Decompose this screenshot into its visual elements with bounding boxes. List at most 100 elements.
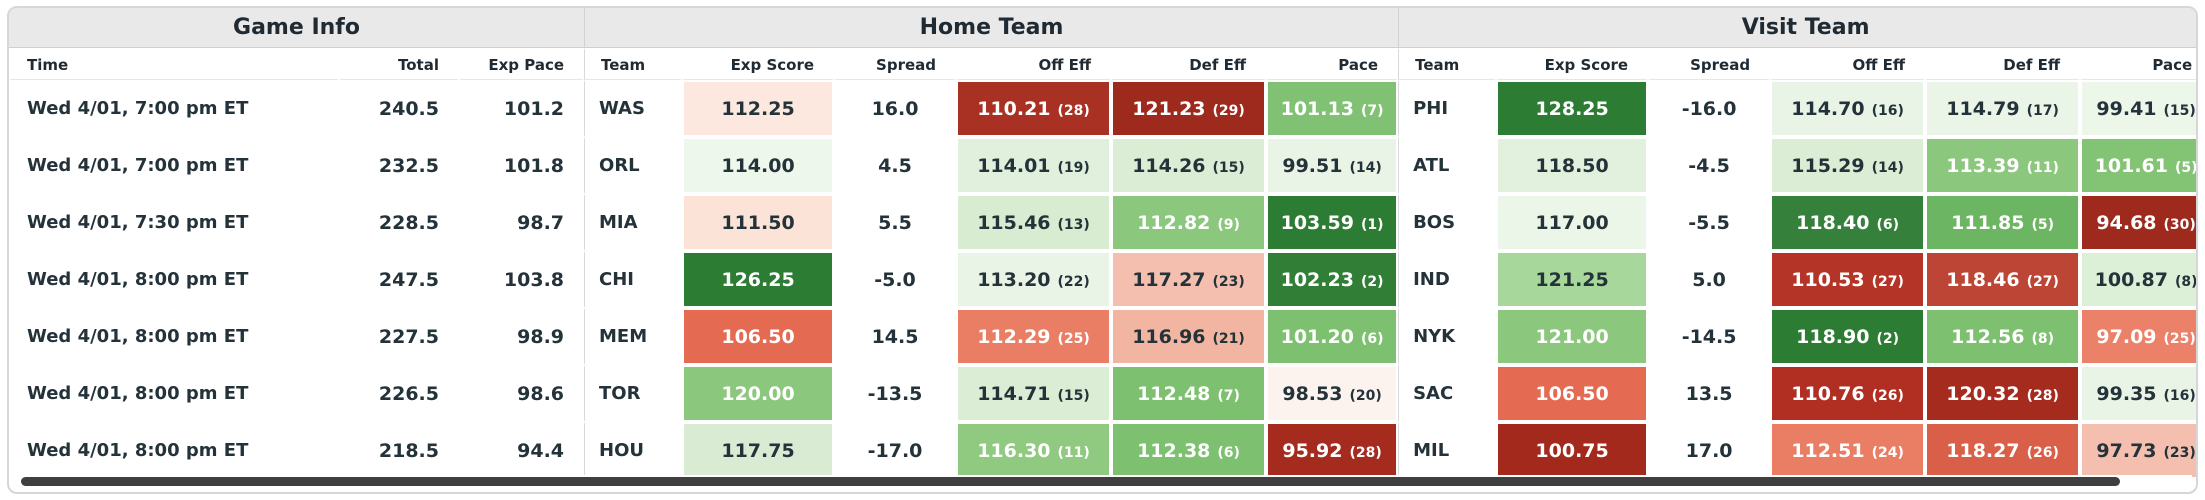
cell-value: 113.20 [977,268,1051,291]
horizontal-scrollbar-track[interactable] [13,475,2192,489]
cell-value: 118.40 [1796,211,1870,234]
cell-rank: (25) [2163,330,2196,347]
cell-rank: (28) [1349,444,1382,461]
cell-rank: (6) [1360,330,1384,347]
cell-value: 118.50 [1535,154,1609,177]
group-header-row: Game Info Home Team Visit Team [9,8,2196,48]
horizontal-scrollbar-thumb[interactable] [21,477,2120,486]
visit-def-eff-cell: 118.27 (26) [1925,422,2081,479]
visit-pace-cell: 101.61 (5) [2080,137,2198,194]
visit-pace-cell: 94.68 (30) [2080,194,2196,251]
cell-rank: (7) [1360,102,1384,119]
cell-rank: (23) [1212,273,1245,290]
cell-value: 128.25 [1535,97,1609,120]
column-header-off-eff: Off Eff [1770,48,1926,80]
cell-value: 99.41 [2096,97,2157,120]
cell-value: 106.50 [1535,382,1609,405]
cell-rank: (5) [2031,216,2055,233]
home-team-cell: ORL [584,137,683,194]
home-pace-cell: 99.51 (14) [1266,137,1399,194]
cell-rank: (15) [1057,387,1090,404]
cell-value: 112.56 [1951,325,2025,348]
cell-value: 112.25 [721,97,795,120]
cell-value: 110.53 [1791,268,1865,291]
cell-rank: (14) [1871,159,1904,176]
cell-value: 99.35 [2096,382,2157,405]
visit-spread-cell: -14.5 [1648,308,1771,365]
visit-off-eff-cell: 118.90 (2) [1770,308,1926,365]
home-off-eff-cell: 112.29 (25) [956,308,1112,365]
cell-value: 114.71 [977,382,1051,405]
game-row: Wed 4/01, 7:30 pm ET 228.5 98.7 MIA 111.50 5.… [9,194,2196,251]
table-body: Wed 4/01, 7:00 pm ET 240.5 101.2 WAS 112.25 1… [9,80,2198,479]
cell-rank: (8) [2175,273,2198,290]
visit-exp-score-cell: 118.50 [1496,137,1649,194]
home-team-cell: TOR [584,365,683,422]
home-spread-cell: 16.0 [834,80,957,137]
visit-team-cell: NYK [1398,308,1497,365]
cell-rank: (16) [2163,387,2196,404]
visit-def-eff-cell: 112.56 (8) [1925,308,2081,365]
home-spread-cell: 14.5 [834,308,957,365]
cell-value: 112.82 [1137,211,1211,234]
cell-rank: (9) [1217,216,1240,233]
cell-value: 126.25 [721,268,795,291]
odds-table: Game Info Home Team Visit Team Time Total… [9,8,2198,479]
cell-value: 100.75 [1535,439,1609,462]
game-row: Wed 4/01, 7:00 pm ET 240.5 101.2 WAS 112.25 1… [9,80,2196,137]
visit-exp-score-cell: 117.00 [1496,194,1649,251]
visit-off-eff-cell: 114.70 (16) [1770,80,1926,137]
cell-rank: (28) [2026,387,2059,404]
visit-spread-cell: 5.0 [1648,251,1771,308]
visit-off-eff-cell: 115.29 (14) [1770,137,1926,194]
column-header-exp-score: Exp Score [1496,48,1649,80]
home-spread-cell: 5.5 [834,194,957,251]
cell-value: 118.46 [1946,268,2020,291]
game-row: Wed 4/01, 8:00 pm ET 247.5 103.8 CHI 126.25 -… [9,251,2198,308]
visit-team-cell: IND [1398,251,1497,308]
time-cell: Wed 4/01, 8:00 pm ET [9,365,339,422]
cell-rank: (15) [2163,102,2196,119]
cell-value: 113.39 [1946,154,2020,177]
total-cell: 232.5 [339,137,459,194]
cell-value: 94.68 [2096,211,2157,234]
home-off-eff-cell: 110.21 (28) [956,80,1112,137]
home-team-cell: WAS [584,80,683,137]
cell-rank: (24) [1871,444,1904,461]
cell-rank: (27) [1871,273,1904,290]
cell-rank: (5) [2175,159,2198,176]
home-exp-score-cell: 117.75 [682,422,835,479]
cell-value: 117.27 [1132,268,1206,291]
column-header-exp-score: Exp Score [682,48,835,80]
home-exp-score-cell: 114.00 [682,137,835,194]
cell-value: 112.48 [1137,382,1211,405]
visit-def-eff-cell: 111.85 (5) [1925,194,2081,251]
cell-value: 114.79 [1946,97,2020,120]
cell-value: 101.20 [1280,325,1354,348]
visit-def-eff-cell: 120.32 (28) [1925,365,2081,422]
cell-rank: (21) [1212,330,1245,347]
home-pace-cell: 98.53 (20) [1266,365,1399,422]
total-cell: 218.5 [339,422,459,479]
cell-value: 114.00 [721,154,795,177]
cell-value: 102.23 [1280,268,1354,291]
total-cell: 227.5 [339,308,459,365]
home-off-eff-cell: 116.30 (11) [956,422,1112,479]
home-exp-score-cell: 112.25 [682,80,835,137]
time-cell: Wed 4/01, 8:00 pm ET [9,308,339,365]
total-cell: 247.5 [339,251,459,308]
home-def-eff-cell: 112.38 (6) [1111,422,1267,479]
visit-spread-cell: -5.5 [1648,194,1771,251]
cell-value: 98.53 [1282,382,1343,405]
cell-value: 117.75 [721,439,795,462]
game-row: Wed 4/01, 8:00 pm ET 226.5 98.6 TOR 120.00 -1… [9,365,2196,422]
cell-value: 97.09 [2096,325,2157,348]
column-header-off-eff: Off Eff [956,48,1112,80]
home-pace-cell: 101.20 (6) [1266,308,1399,365]
visit-team-cell: ATL [1398,137,1497,194]
cell-value: 101.13 [1280,97,1354,120]
cell-rank: (27) [2026,273,2059,290]
cell-rank: (30) [2163,216,2196,233]
home-team-cell: CHI [584,251,683,308]
visit-off-eff-cell: 110.76 (26) [1770,365,1926,422]
